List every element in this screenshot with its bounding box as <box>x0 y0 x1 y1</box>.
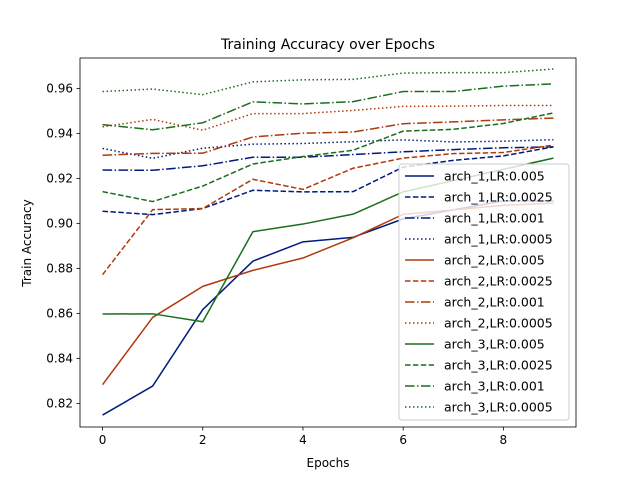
legend-entry: arch_2,LR:0.0025 <box>444 274 553 289</box>
legend-entry: arch_3,LR:0.0005 <box>444 400 553 415</box>
axes-frame <box>79 57 577 428</box>
y-tick-label: 0.84 <box>46 352 73 366</box>
y-tick-label: 0.82 <box>46 397 73 411</box>
plot-area: 0 2 4 6 8 0.82 0.84 0.86 0.88 0.90 0.92 0.94 0.96 <box>46 57 577 447</box>
legend-entry: arch_1,LR:0.0025 <box>444 190 553 205</box>
y-tick-label: 0.90 <box>46 217 73 231</box>
y-tick-label: 0.96 <box>46 82 73 96</box>
y-tick-label: 0.86 <box>46 307 73 321</box>
legend-entry: arch_1,LR:0.005 <box>444 169 545 184</box>
series-line-4 <box>102 138 554 160</box>
legend-entry: arch_1,LR:0.001 <box>444 211 545 226</box>
x-tick-label: 8 <box>500 433 508 447</box>
y-tick-label: 0.94 <box>46 127 73 141</box>
legend-entry: arch_3,LR:0.005 <box>444 337 545 352</box>
series-line-2 <box>102 146 554 216</box>
legend-box <box>398 163 570 421</box>
series-line-10 <box>102 112 554 203</box>
x-tick-label: 4 <box>299 433 307 447</box>
x-tick-label: 6 <box>399 433 407 447</box>
x-tick-label: 0 <box>99 433 107 447</box>
legend-entry: arch_1,LR:0.0005 <box>444 232 553 247</box>
series-line-3 <box>102 146 554 172</box>
legend: arch_1,LR:0.005 arch_1,LR:0.0025 arch_1,LR… <box>398 163 570 421</box>
legend-entry: arch_2,LR:0.001 <box>444 295 545 310</box>
legend-entry: arch_3,LR:0.0025 <box>444 358 553 373</box>
series-line-6 <box>101 144 554 276</box>
chart-title: Training Accuracy over Epochs <box>220 37 435 53</box>
legend-entry: arch_2,LR:0.0005 <box>444 316 553 331</box>
legend-entry: arch_3,LR:0.001 <box>444 379 545 394</box>
y-tick-label: 0.88 <box>46 262 73 276</box>
series-line-7 <box>102 117 554 156</box>
y-tick-label: 0.92 <box>46 172 73 186</box>
series-line-11 <box>102 83 554 131</box>
x-axis-label: Epochs <box>307 456 350 470</box>
y-axis-label: Train Accuracy <box>20 199 34 287</box>
series-line-8 <box>102 104 554 131</box>
legend-entry: arch_2,LR:0.005 <box>444 253 545 268</box>
x-tick-label: 2 <box>199 433 207 447</box>
